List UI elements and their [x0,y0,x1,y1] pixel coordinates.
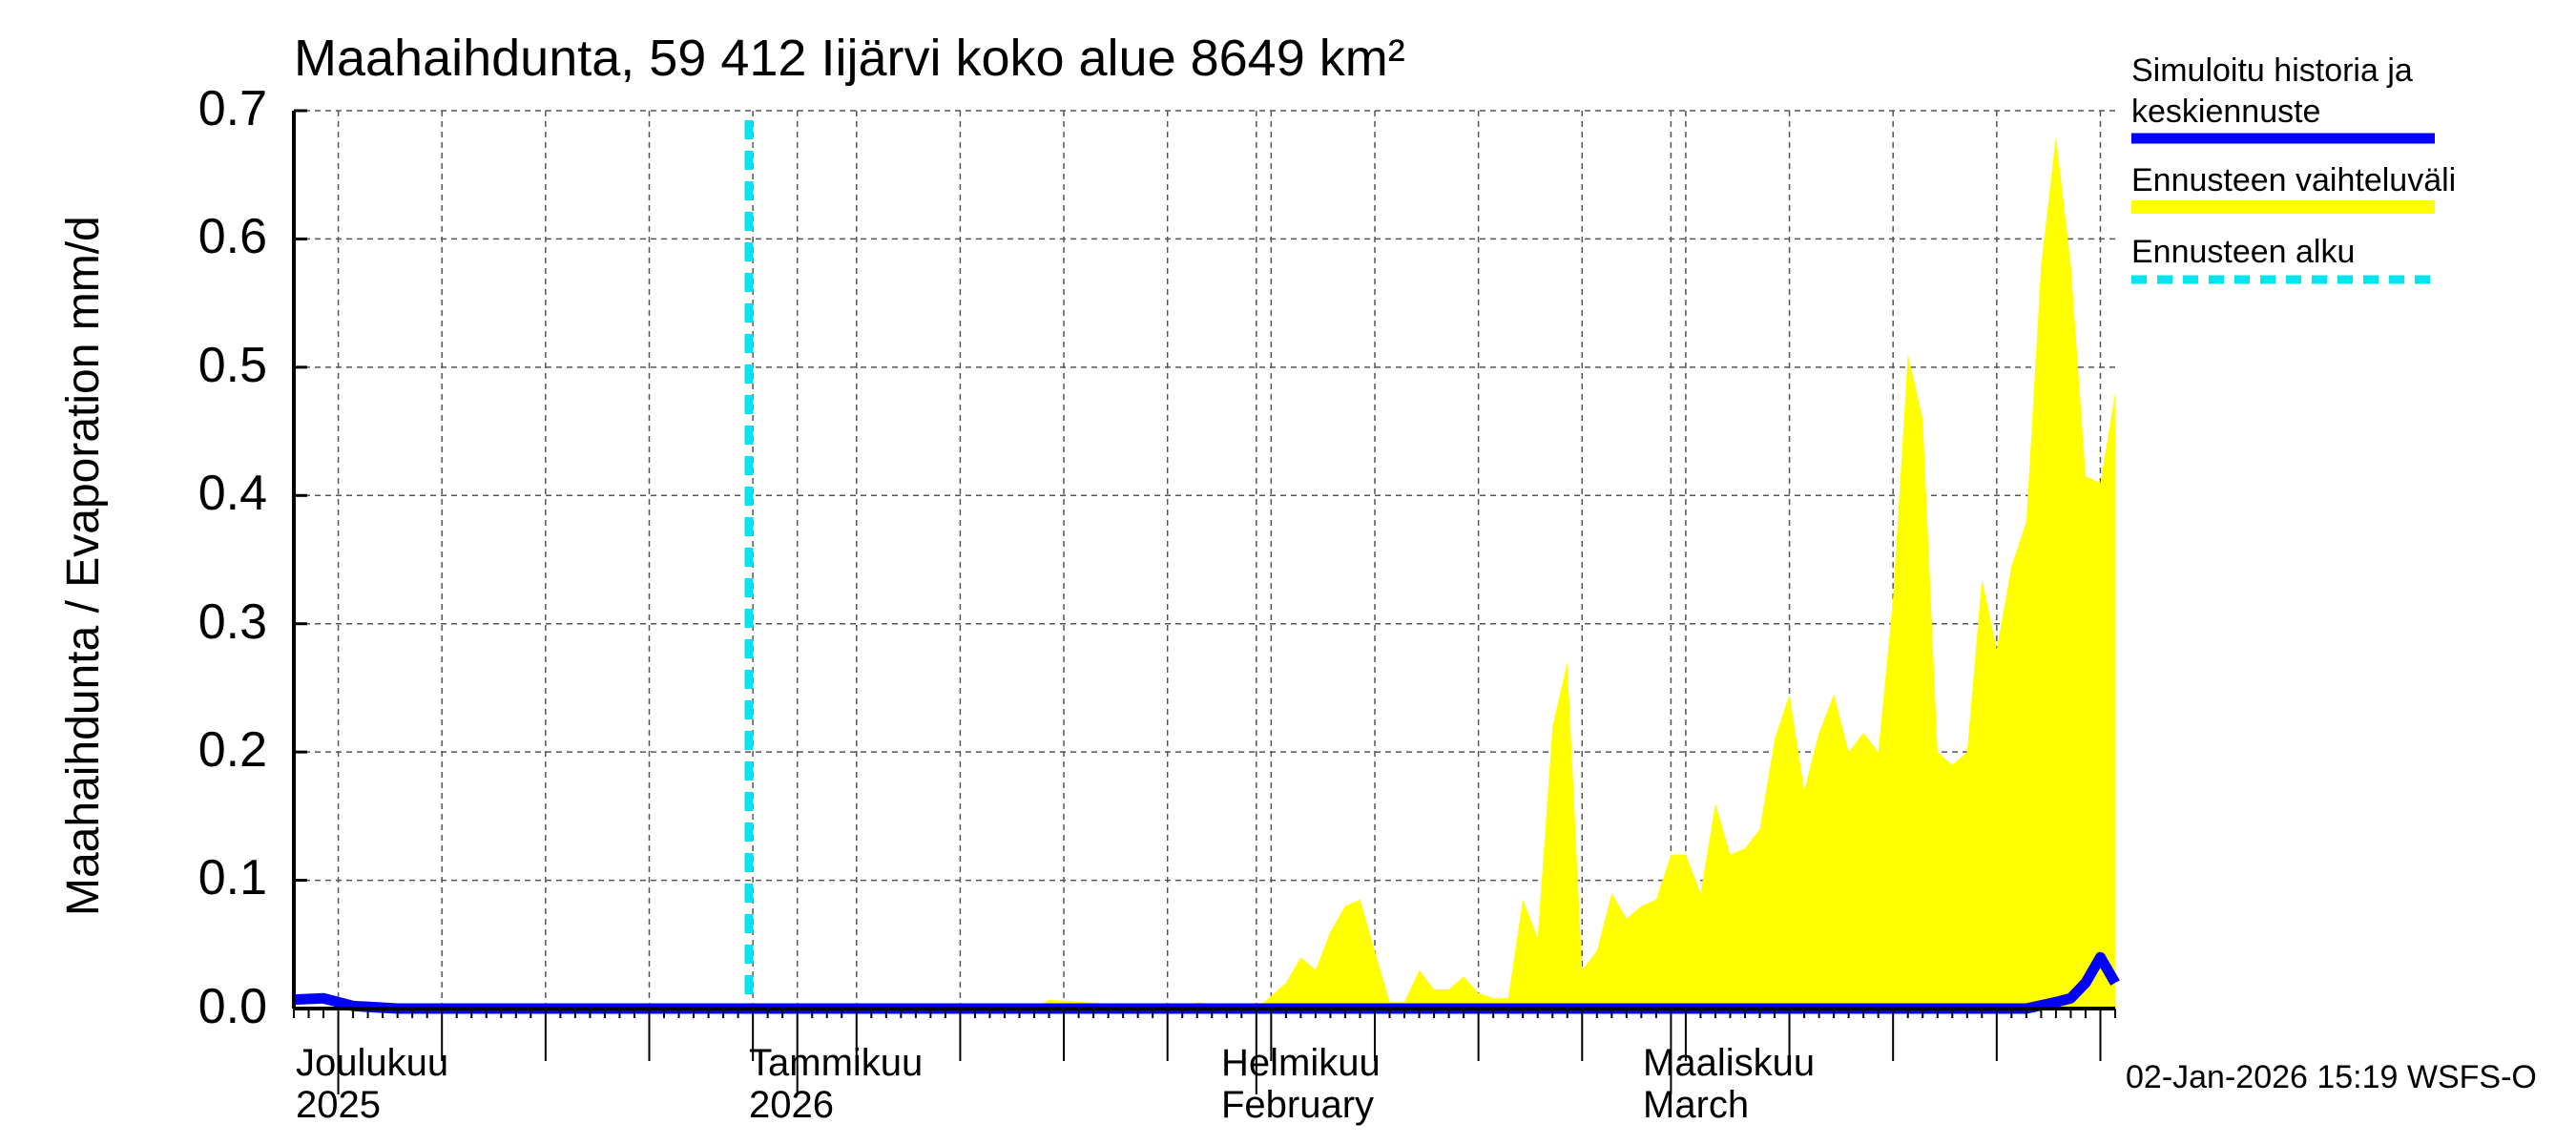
y-tick-label: 0.0 [197,979,267,1034]
y-tick-label: 0.6 [197,209,267,264]
forecast-range-area [1034,135,2115,1009]
y-tick-label: 0.3 [197,594,267,650]
legend-label-range: Ennusteen vaihteluväli [2131,162,2457,198]
legend-label-median: Simuloitu historia ja [2131,52,2413,89]
y-tick-label: 0.7 [197,81,267,136]
x-month-label: Joulukuu 2025 [296,1042,449,1126]
y-tick-label: 0.1 [197,850,267,906]
legend-label-median-2: keskiennuste [2131,94,2321,130]
y-axis-label: Maahaihdunta / Evaporation mm/d [58,216,109,916]
median-line [293,951,2120,1014]
chart-title: Maahaihdunta, 59 412 Iijärvi koko alue 8… [294,30,1405,87]
y-tick-label: 0.5 [197,338,267,393]
timestamp-footer: 02-Jan-2026 15:19 WSFS-O [2126,1059,2537,1095]
x-month-label: Tammikuu 2026 [749,1042,924,1126]
x-month-label: Maaliskuu March [1643,1042,1816,1126]
y-tick-label: 0.2 [197,722,267,778]
legend-label-forecast-start: Ennusteen alku [2131,234,2356,270]
y-tick-label: 0.4 [197,466,267,521]
x-month-label: Helmikuu February [1221,1042,1381,1126]
